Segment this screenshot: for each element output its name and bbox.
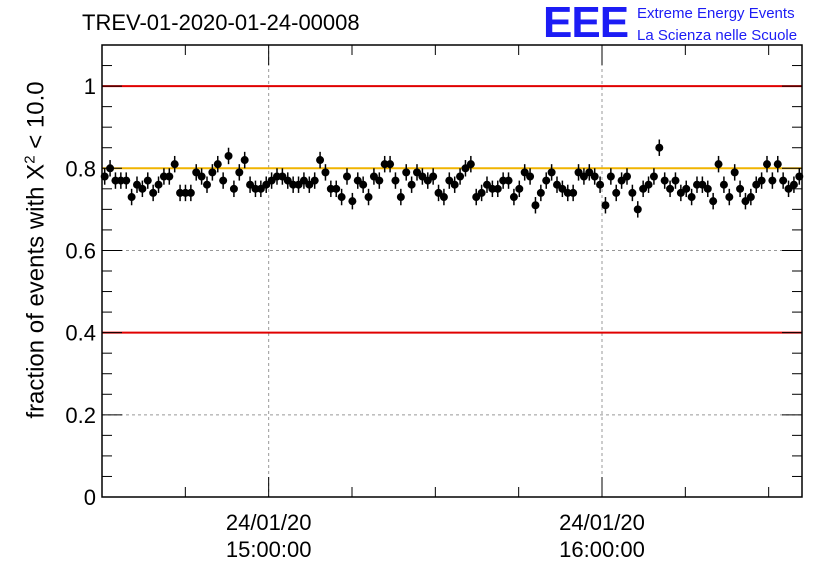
data-point — [671, 176, 680, 185]
plot-frame — [101, 44, 803, 498]
y-tick-label: 0.6 — [65, 238, 96, 263]
data-point — [725, 193, 734, 202]
data-point — [536, 188, 545, 197]
data-point — [477, 188, 486, 197]
data-point — [229, 184, 238, 193]
data-point — [703, 184, 712, 193]
data-point — [364, 193, 373, 202]
data-point — [208, 168, 217, 177]
data-point — [515, 184, 524, 193]
data-point — [213, 160, 222, 169]
y-tick-label: 0.8 — [65, 156, 96, 181]
data-point — [763, 160, 771, 169]
data-point — [402, 168, 411, 177]
data-point — [719, 180, 728, 189]
chart-title: TREV-01-2020-01-24-00008 — [82, 10, 360, 35]
data-point — [757, 176, 766, 185]
data-point — [310, 176, 319, 185]
data-point — [321, 168, 330, 177]
logo-letters: EEE — [543, 0, 629, 47]
data-point — [224, 151, 233, 160]
data-point — [612, 188, 621, 197]
data-point — [240, 156, 249, 165]
data-point — [197, 172, 206, 181]
data-point — [709, 197, 718, 206]
data-point — [746, 193, 755, 202]
y-tick-label: 1 — [84, 74, 96, 99]
data-point — [504, 176, 513, 185]
data-point — [644, 180, 653, 189]
data-point — [127, 193, 136, 202]
x-tick-label-time: 16:00:00 — [559, 537, 645, 562]
x-tick-label-date: 24/01/20 — [559, 510, 645, 535]
data-point — [736, 184, 745, 193]
data-point — [348, 197, 357, 206]
data-point — [170, 160, 179, 169]
data-point — [143, 176, 152, 185]
data-point — [235, 168, 244, 177]
data-point — [730, 168, 739, 177]
data-point — [219, 176, 228, 185]
data-point — [396, 193, 405, 202]
data-point — [542, 176, 551, 185]
data-point — [407, 180, 416, 189]
data-point — [687, 193, 696, 202]
data-point — [655, 143, 664, 152]
data-point — [359, 180, 368, 189]
data-point — [779, 176, 788, 185]
data-point — [666, 184, 675, 193]
data-point — [660, 176, 669, 185]
data-point — [768, 176, 777, 185]
data-point — [590, 172, 599, 181]
data-point — [509, 193, 518, 202]
data-point — [596, 180, 605, 189]
data-point — [633, 205, 642, 214]
data-point — [606, 172, 615, 181]
data-point — [439, 193, 448, 202]
data-point — [531, 201, 540, 210]
data-point — [186, 188, 195, 197]
y-tick-label: 0.2 — [65, 403, 96, 428]
y-tick-label: 0 — [84, 485, 96, 510]
logo-text-line2: La Scienza nelle Scuole — [637, 27, 798, 44]
data-point — [337, 193, 346, 202]
data-point — [456, 172, 465, 181]
data-point — [789, 180, 798, 189]
data-point — [714, 160, 723, 169]
data-point — [628, 188, 637, 197]
data-point — [316, 156, 325, 165]
data-point — [547, 168, 556, 177]
data-point — [391, 176, 400, 185]
x-tick-label-date: 24/01/20 — [226, 510, 312, 535]
data-point — [122, 176, 131, 185]
data-point — [569, 188, 578, 197]
data-point — [773, 160, 782, 169]
data-point — [149, 188, 158, 197]
data-point — [429, 172, 438, 181]
data-point — [343, 172, 351, 181]
data-point — [203, 180, 211, 189]
data-point — [526, 172, 535, 181]
x-tick-label-time: 15:00:00 — [226, 537, 312, 562]
y-tick-label: 0.4 — [65, 321, 96, 346]
data-point — [386, 160, 395, 169]
data-point — [154, 180, 163, 189]
data-point — [649, 172, 658, 181]
data-point — [466, 160, 475, 169]
data-point — [165, 172, 174, 181]
data-point — [601, 201, 610, 210]
data-point — [450, 180, 459, 189]
data-point — [682, 184, 691, 193]
data-point — [493, 184, 502, 193]
data-point — [332, 184, 341, 193]
data-point — [623, 172, 631, 181]
logo-text-line1: Extreme Energy Events — [637, 5, 795, 22]
data-point — [375, 176, 384, 185]
data-point — [138, 184, 147, 193]
